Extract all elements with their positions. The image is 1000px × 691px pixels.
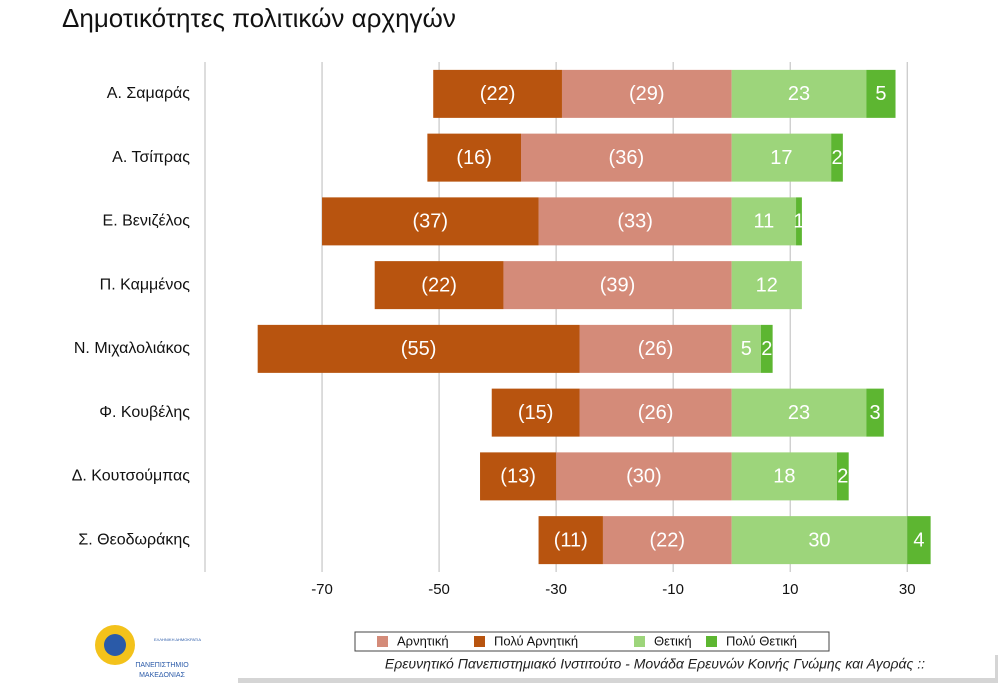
category-label: Φ. Κουβέλης: [99, 404, 190, 421]
data-label: 3: [869, 402, 880, 424]
bar-segment: [866, 388, 884, 437]
category-label: Α. Σαμαράς: [107, 85, 191, 102]
bar-segment: [731, 69, 867, 118]
x-tick-label: -50: [428, 581, 450, 598]
bar-segment: [731, 452, 837, 501]
bar-segment: [731, 388, 867, 437]
bar-segment: [731, 133, 832, 182]
data-label: (22): [650, 529, 686, 551]
data-label: 2: [837, 466, 848, 488]
bar-segment: [579, 324, 732, 373]
legend: Αρνητική Πολύ Αρνητική Θετική Πολύ Θετική: [354, 631, 830, 652]
bar-segment: [538, 197, 732, 246]
data-label: (55): [401, 338, 437, 360]
bar-segment: [374, 261, 504, 310]
data-label: (22): [480, 83, 516, 105]
data-label: 23: [788, 83, 810, 105]
data-label: (33): [617, 211, 653, 233]
data-label: 11: [753, 211, 774, 233]
x-tick-label: 10: [782, 581, 799, 598]
category-label: Σ. Θεοδωράκης: [78, 531, 190, 548]
x-tick-label: -70: [311, 581, 333, 598]
logo-name: ΠΑΝΕΠΙΣΤΗΜΙΟ: [135, 662, 189, 669]
bar-segment: [866, 69, 896, 118]
bar-segment: [491, 388, 580, 437]
logo-sub: ΜΑΚΕΔΟΝΙΑΣ: [139, 672, 185, 679]
data-label: 12: [756, 274, 778, 296]
data-label: (22): [421, 274, 457, 296]
bar-segment: [322, 197, 539, 246]
bar-segment: [521, 133, 732, 182]
bar-segment: [837, 452, 849, 501]
bar-segment: [731, 516, 908, 565]
bar-segment: [257, 324, 580, 373]
bar-segment: [831, 133, 843, 182]
footer-bar: [235, 652, 995, 678]
category-label: Ν. Μιχαλολιάκος: [74, 340, 190, 357]
data-label: (30): [626, 466, 662, 488]
bar-segment: [433, 69, 562, 118]
category-label: Δ. Κουτσούμπας: [72, 468, 191, 485]
data-label: 2: [761, 338, 772, 360]
data-label: (39): [600, 274, 636, 296]
bar-segment: [538, 516, 603, 565]
data-label: (15): [518, 402, 554, 424]
data-label: (29): [629, 83, 665, 105]
legend-swatch: [634, 636, 645, 647]
bar-segment: [556, 452, 732, 501]
data-label: (26): [638, 338, 674, 360]
x-tick-label: -30: [545, 581, 567, 598]
data-label: 18: [773, 466, 795, 488]
legend-label: Αρνητική: [397, 633, 449, 648]
data-label: 5: [741, 338, 752, 360]
logo-emblem-inner: [104, 634, 126, 656]
bar-segment: [796, 197, 802, 246]
footer-text: Ερευνητικό Πανεπιστημιακό Ινστιτούτο - Μ…: [385, 656, 925, 672]
bar-segment: [907, 516, 931, 565]
data-label: (16): [456, 147, 492, 169]
data-label: (11): [554, 529, 588, 551]
data-label: 2: [831, 147, 842, 169]
data-label: (37): [413, 211, 449, 233]
bar-segment: [731, 324, 761, 373]
bar-segment: [731, 261, 802, 310]
bar-segment: [760, 324, 773, 373]
data-label: 5: [875, 83, 886, 105]
data-label: (36): [609, 147, 645, 169]
bar-segment: [602, 516, 732, 565]
legend-swatch: [706, 636, 717, 647]
data-label: 17: [770, 147, 792, 169]
bar-segment: [579, 388, 732, 437]
x-tick-label: 30: [899, 581, 916, 598]
bar-segment: [427, 133, 521, 182]
logo: ΕΛΛΗΝΙΚΗ ΔΗΜΟΚΡΑΤΙΑ ΠΑΝΕΠΙΣΤΗΜΙΟ ΜΑΚΕΔΟΝ…: [95, 625, 201, 679]
bar-segment: [731, 197, 797, 246]
category-label: Π. Καμμένος: [100, 276, 191, 293]
logo-top: ΕΛΛΗΝΙΚΗ ΔΗΜΟΚΡΑΤΙΑ: [154, 637, 201, 642]
bar-segment: [480, 452, 557, 501]
bar-segment: [561, 69, 732, 118]
legend-label: Θετική: [654, 633, 692, 648]
x-tick-label: -10: [662, 581, 684, 598]
legend-label: Πολύ Θετική: [726, 633, 797, 648]
data-label: 1: [793, 211, 804, 233]
bar-segment: [503, 261, 732, 310]
legend-label: Πολύ Αρνητική: [494, 633, 578, 648]
data-label: 23: [788, 402, 810, 424]
category-label: Ε. Βενιζέλος: [103, 213, 191, 230]
data-label: 30: [808, 529, 830, 551]
category-label: Α. Τσίπρας: [112, 149, 190, 166]
chart-title: Δημοτικότητες πολιτικών αρχηγών: [62, 3, 456, 33]
legend-swatch: [474, 636, 485, 647]
data-label: (13): [500, 466, 536, 488]
data-label: 4: [913, 529, 924, 551]
data-label: (26): [638, 402, 674, 424]
legend-swatch: [377, 636, 388, 647]
